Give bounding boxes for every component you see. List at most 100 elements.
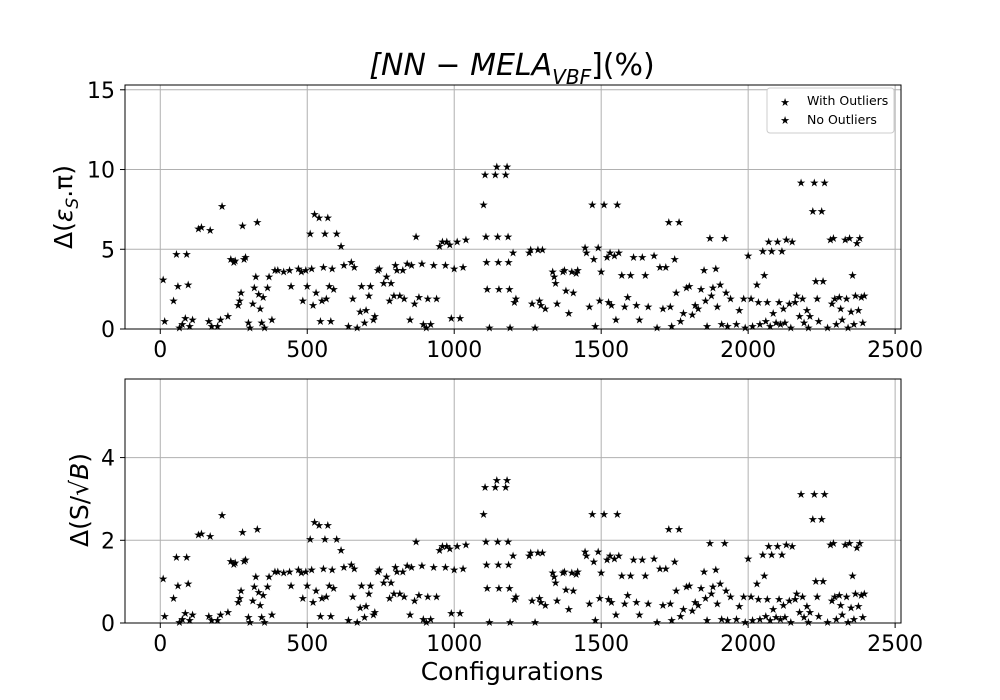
point-no-outliers: ★: [664, 523, 674, 536]
legend-marker-with-outliers: ★: [780, 96, 790, 109]
point-with-outliers: ★: [361, 304, 371, 317]
bottom-panel-ylabel: Δ(S/√B): [65, 453, 94, 547]
point-with-outliers: ★: [482, 582, 492, 595]
point-with-outliers: ★: [321, 293, 331, 306]
point-with-outliers: ★: [183, 578, 193, 591]
point-no-outliers: ★: [693, 302, 703, 315]
point-no-outliers: ★: [803, 321, 813, 334]
point-with-outliers: ★: [229, 558, 239, 571]
point-no-outliers: ★: [667, 614, 677, 627]
point-with-outliers: ★: [257, 317, 267, 330]
point-no-outliers: ★: [667, 320, 677, 333]
point-no-outliers: ★: [629, 554, 639, 567]
point-no-outliers: ★: [790, 296, 800, 309]
point-with-outliers: ★: [317, 294, 327, 307]
point-no-outliers: ★: [655, 261, 665, 274]
point-with-outliers: ★: [417, 258, 427, 271]
point-with-outliers: ★: [316, 315, 326, 328]
point-with-outliers: ★: [373, 264, 383, 277]
point-no-outliers: ★: [540, 599, 550, 612]
point-with-outliers: ★: [194, 528, 204, 541]
point-with-outliers: ★: [252, 216, 262, 229]
point-no-outliers: ★: [571, 568, 581, 581]
point-with-outliers: ★: [461, 234, 471, 247]
point-no-outliers: ★: [643, 301, 653, 314]
point-no-outliers: ★: [652, 616, 662, 629]
point-no-outliers: ★: [778, 599, 788, 612]
point-no-outliers: ★: [535, 592, 545, 605]
point-no-outliers: ★: [643, 598, 653, 611]
point-no-outliers: ★: [607, 596, 617, 609]
point-no-outliers: ★: [558, 266, 568, 279]
point-no-outliers: ★: [771, 317, 781, 330]
point-no-outliers: ★: [765, 614, 775, 627]
point-no-outliers: ★: [853, 600, 863, 613]
point-no-outliers: ★: [536, 596, 546, 609]
legend: ★ With Outliers ★ No Outliers: [766, 87, 895, 134]
point-no-outliers: ★: [836, 599, 846, 612]
point-no-outliers: ★: [762, 593, 772, 606]
x-tick-label: 2000: [720, 632, 776, 657]
point-no-outliers: ★: [802, 600, 812, 613]
point-with-outliers: ★: [305, 533, 315, 546]
point-with-outliers: ★: [332, 227, 342, 240]
point-with-outliers: ★: [392, 264, 402, 277]
point-no-outliers: ★: [711, 262, 721, 275]
point-with-outliers: ★: [264, 571, 274, 584]
point-no-outliers: ★: [599, 199, 609, 212]
point-with-outliers: ★: [349, 261, 359, 274]
point-no-outliers: ★: [787, 540, 797, 553]
point-with-outliers: ★: [355, 305, 365, 318]
point-no-outliers: ★: [717, 318, 727, 331]
y-tick-label: 10: [87, 159, 115, 184]
point-no-outliers: ★: [843, 616, 853, 629]
point-with-outliers: ★: [360, 317, 370, 330]
point-with-outliers: ★: [177, 318, 187, 331]
point-no-outliers: ★: [511, 591, 521, 604]
point-no-outliers: ★: [587, 508, 597, 521]
point-with-outliers: ★: [204, 315, 214, 328]
point-with-outliers: ★: [238, 526, 248, 539]
point-no-outliers: ★: [674, 216, 684, 229]
point-with-outliers: ★: [501, 168, 511, 181]
point-no-outliers: ★: [787, 235, 797, 248]
legend-frame: [766, 87, 895, 134]
point-with-outliers: ★: [418, 613, 428, 626]
point-with-outliers: ★: [296, 266, 306, 279]
point-with-outliers: ★: [180, 312, 190, 325]
point-with-outliers: ★: [185, 614, 195, 627]
point-with-outliers: ★: [480, 481, 490, 494]
point-no-outliers: ★: [740, 616, 750, 629]
point-with-outliers: ★: [252, 523, 262, 536]
point-no-outliers: ★: [828, 537, 838, 550]
point-no-outliers: ★: [604, 593, 614, 606]
point-no-outliers: ★: [796, 176, 806, 189]
point-no-outliers: ★: [596, 567, 606, 580]
point-no-outliers: ★: [629, 251, 639, 264]
point-with-outliers: ★: [390, 259, 400, 272]
point-no-outliers: ★: [560, 264, 570, 277]
point-with-outliers: ★: [440, 259, 450, 272]
point-with-outliers: ★: [233, 596, 243, 609]
point-with-outliers: ★: [239, 253, 249, 266]
point-with-outliers: ★: [432, 293, 442, 306]
point-with-outliers: ★: [249, 581, 259, 594]
point-with-outliers: ★: [504, 558, 514, 571]
point-no-outliers: ★: [803, 616, 813, 629]
point-no-outliers: ★: [784, 297, 794, 310]
point-with-outliers: ★: [492, 474, 502, 487]
point-no-outliers: ★: [614, 246, 624, 259]
point-with-outliers: ★: [429, 259, 439, 272]
point-with-outliers: ★: [395, 588, 405, 601]
point-no-outliers: ★: [548, 567, 558, 580]
point-with-outliers: ★: [239, 555, 249, 568]
point-with-outliers: ★: [411, 231, 421, 244]
point-no-outliers: ★: [795, 606, 805, 619]
point-no-outliers: ★: [690, 596, 700, 609]
point-no-outliers: ★: [809, 176, 819, 189]
point-with-outliers: ★: [273, 565, 283, 578]
point-with-outliers: ★: [501, 481, 511, 494]
y-tick-label: 15: [87, 79, 115, 104]
point-no-outliers: ★: [652, 321, 662, 334]
point-with-outliers: ★: [479, 508, 489, 521]
